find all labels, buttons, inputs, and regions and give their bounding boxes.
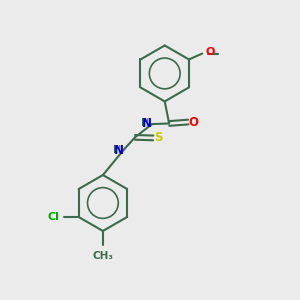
Text: O: O bbox=[206, 47, 215, 57]
Text: N: N bbox=[114, 144, 124, 157]
Text: Cl: Cl bbox=[47, 212, 59, 222]
Text: N: N bbox=[142, 117, 152, 130]
Text: O: O bbox=[188, 116, 198, 128]
Text: S: S bbox=[154, 131, 163, 144]
Text: H: H bbox=[112, 145, 120, 155]
Text: H: H bbox=[141, 118, 148, 128]
Text: CH₃: CH₃ bbox=[92, 251, 113, 261]
